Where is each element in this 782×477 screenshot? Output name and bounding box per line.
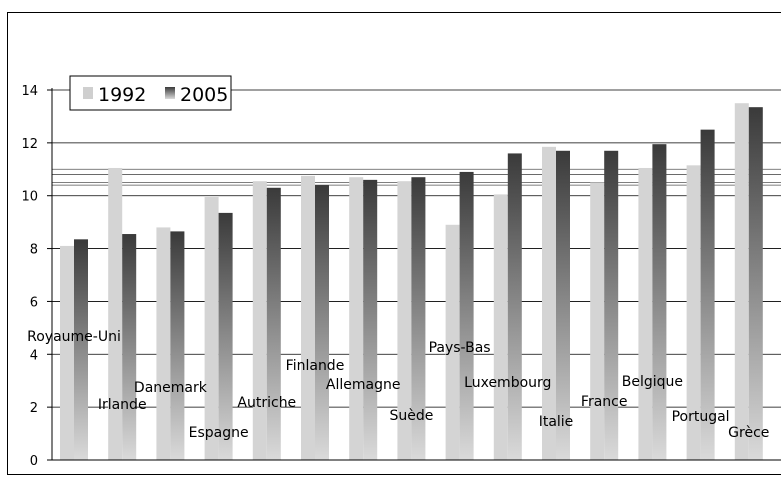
category-label: Royaume-Uni <box>27 329 121 345</box>
category-label: Belgique <box>622 374 683 390</box>
bar-2005 <box>122 234 137 460</box>
bar-2005 <box>748 107 763 460</box>
category-label: Autriche <box>237 395 296 411</box>
bar-1992 <box>156 227 171 460</box>
bar-1992 <box>60 245 74 460</box>
y-tick-label: 8 <box>30 243 38 258</box>
bar-1992 <box>204 197 219 461</box>
legend: 1992 2005 <box>69 75 232 111</box>
bar-1992 <box>301 175 315 460</box>
category-label: Finlande <box>286 358 345 374</box>
bar-1992 <box>638 167 653 460</box>
category-label: Allemagne <box>326 377 401 393</box>
legend-label-2005: 2005 <box>180 84 228 106</box>
category-label: Portugal <box>672 409 730 425</box>
category-label: France <box>581 394 628 410</box>
bar-2005 <box>218 212 233 460</box>
y-tick-label: 6 <box>30 295 38 310</box>
y-tick-label: 2 <box>30 401 38 416</box>
chart-frame <box>7 12 781 475</box>
bar-1992 <box>734 103 749 460</box>
y-tick-label: 10 <box>21 190 38 205</box>
bar-2005 <box>700 129 715 460</box>
bar-2005 <box>604 150 619 461</box>
category-label: Danemark <box>134 380 208 396</box>
bar-2005 <box>459 171 474 460</box>
bar-2005 <box>363 179 378 460</box>
bar-1992 <box>686 165 701 461</box>
category-label: Italie <box>539 414 574 430</box>
category-label: Luxembourg <box>464 375 551 391</box>
bar-1992 <box>349 177 364 460</box>
category-label: Grèce <box>728 425 769 441</box>
bar-1992 <box>252 181 267 460</box>
bar-2005 <box>411 177 426 460</box>
category-label: Pays-Bas <box>429 340 491 356</box>
bar-2005 <box>507 153 522 460</box>
bar-2005 <box>74 239 88 460</box>
bar-1992 <box>590 182 605 460</box>
bar-2005 <box>266 187 281 461</box>
bar-2005 <box>652 144 667 460</box>
category-label: Suède <box>389 408 433 424</box>
bar-1992 <box>397 181 412 460</box>
bar-1992 <box>542 146 556 461</box>
legend-label-1992: 1992 <box>98 84 146 106</box>
bar-2005 <box>170 231 185 460</box>
y-tick-label: 12 <box>21 137 38 152</box>
bar-1992 <box>493 194 508 460</box>
bar-2005 <box>556 150 570 461</box>
bar-1992 <box>108 167 123 460</box>
bar-1992 <box>445 224 460 460</box>
y-tick-label: 0 <box>30 454 38 469</box>
y-tick-label: 14 <box>21 84 38 99</box>
bar-2005 <box>315 185 329 460</box>
category-label: Irlande <box>98 397 147 413</box>
category-label: Espagne <box>189 425 249 441</box>
legend-swatch-1992 <box>83 87 93 99</box>
y-tick-label: 4 <box>30 348 38 363</box>
legend-swatch-2005 <box>165 87 175 99</box>
